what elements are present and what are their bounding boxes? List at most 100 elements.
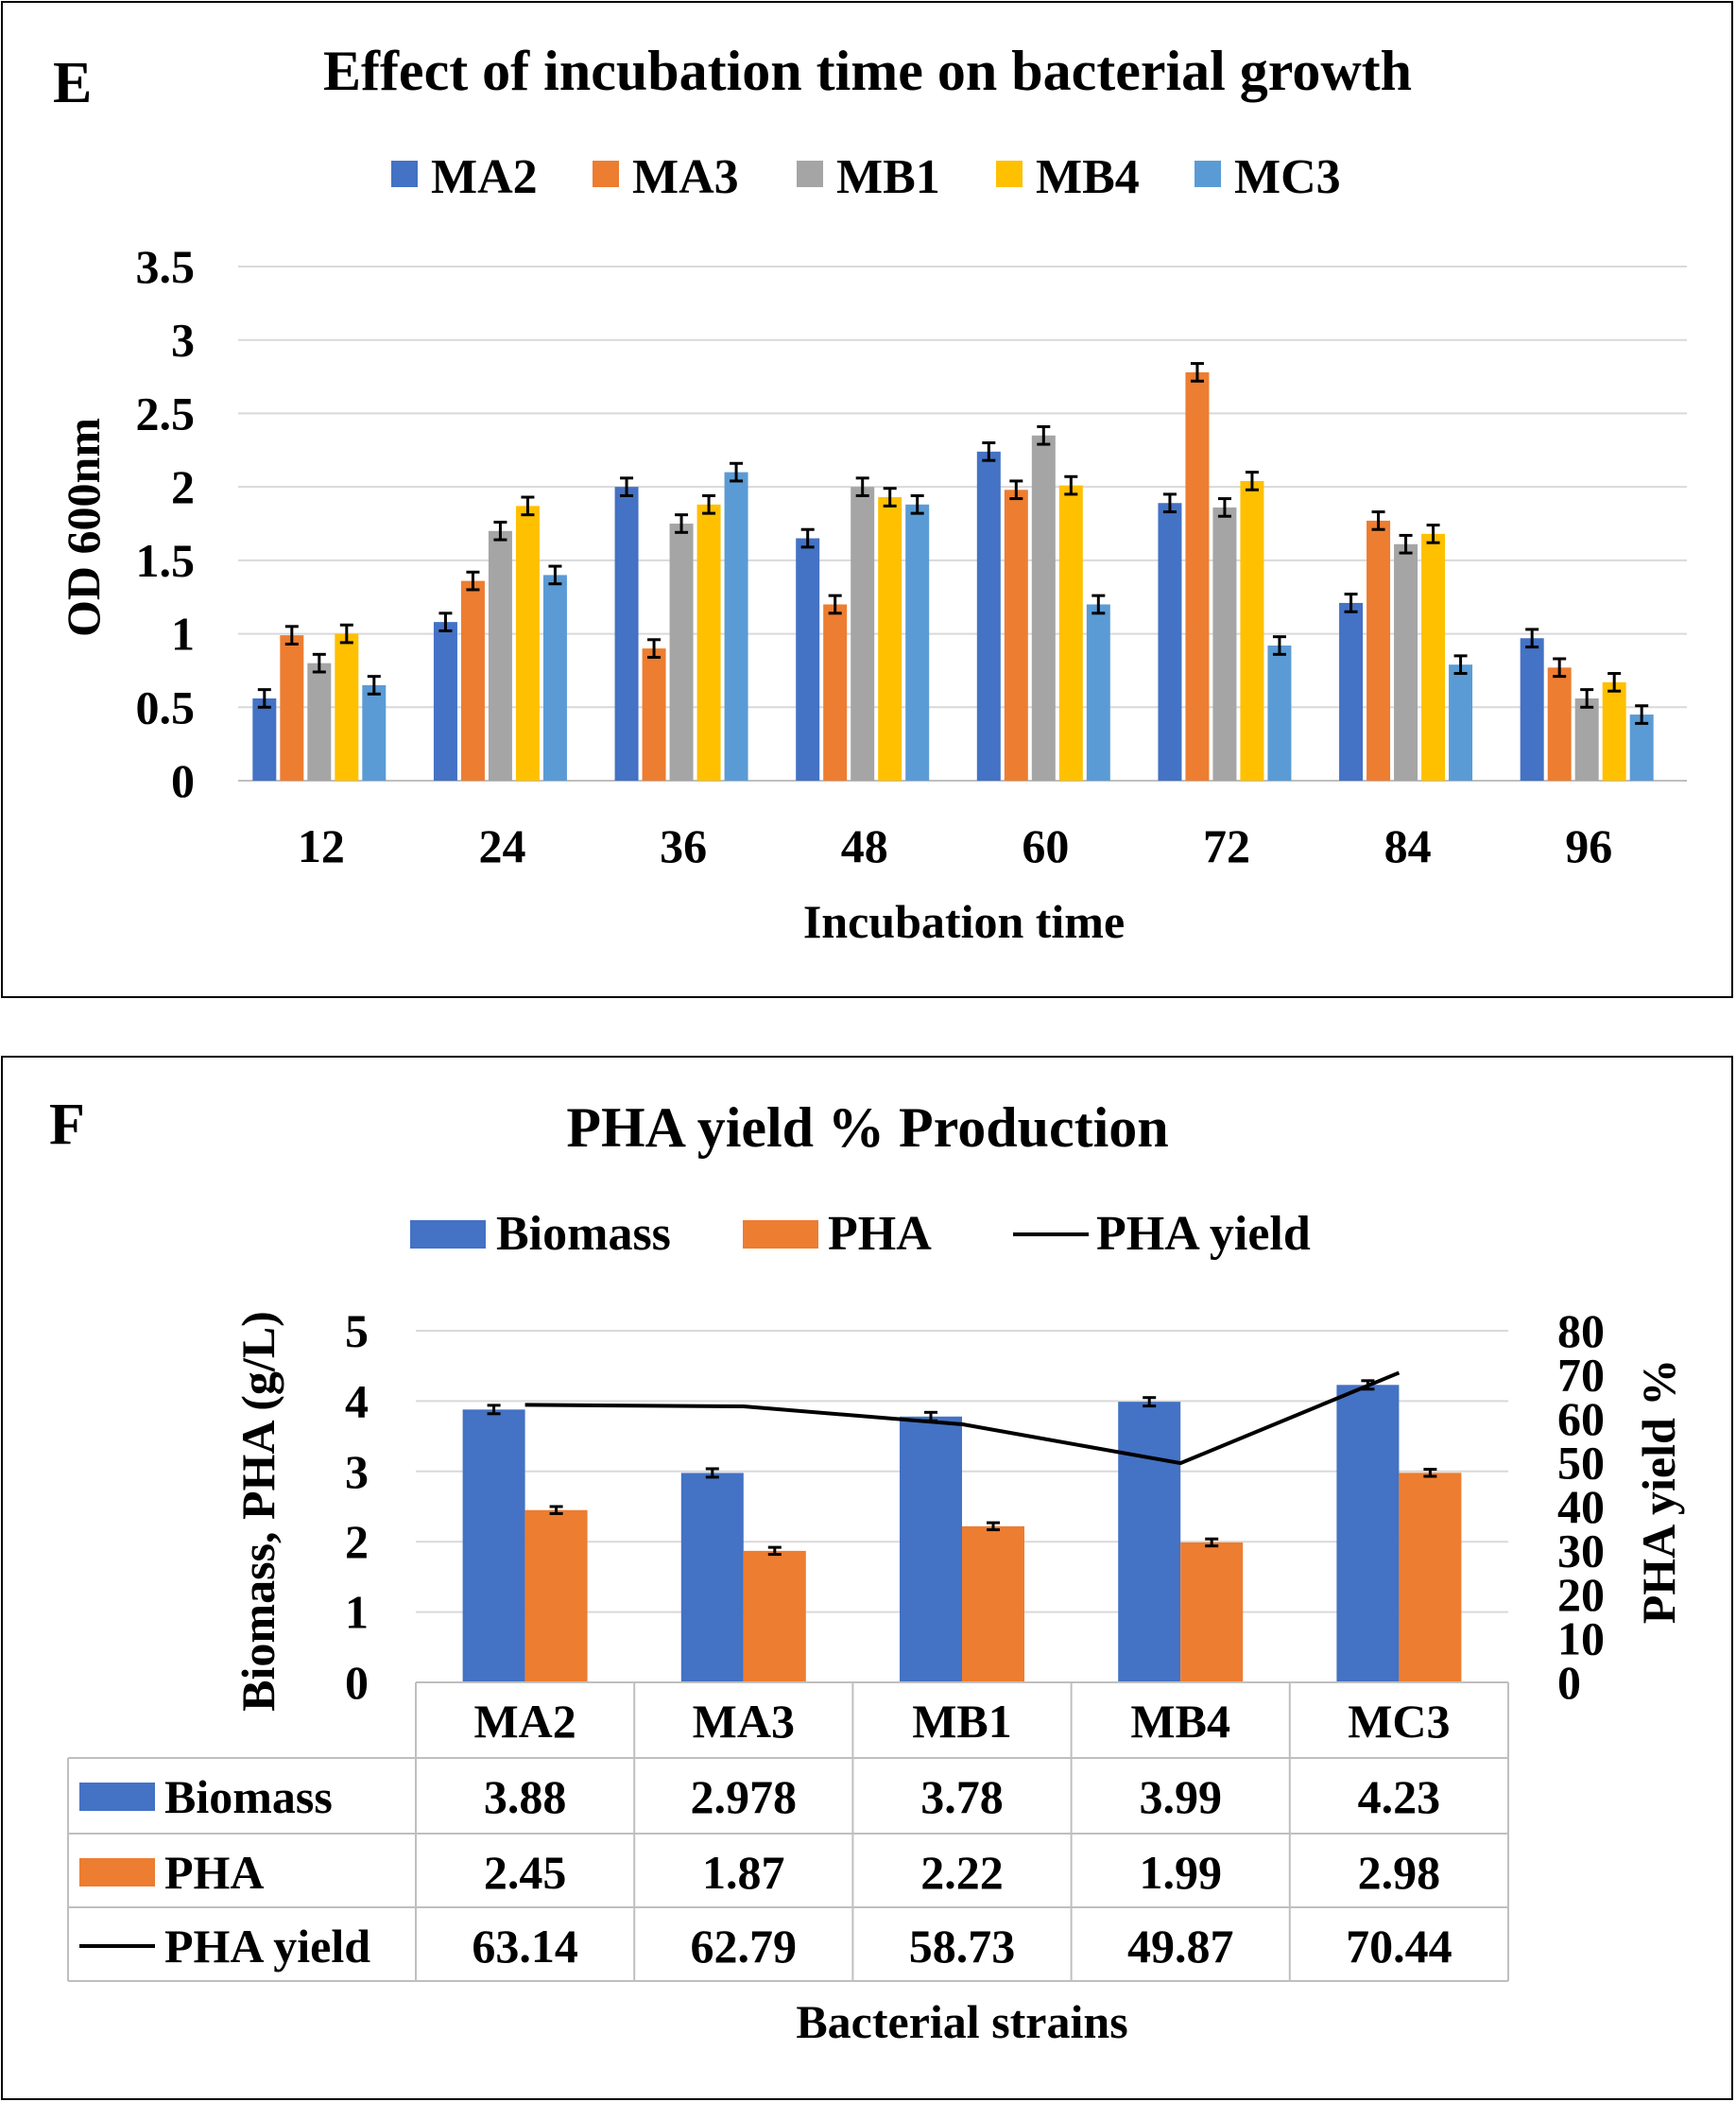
panel-f-legend-item-biomass: Biomass (410, 1207, 671, 1261)
table-legend-key (79, 1858, 155, 1887)
panel-e-error-bar (1272, 635, 1286, 656)
table-cell: 70.44 (1346, 1920, 1452, 1973)
panel-e-error-bar (1009, 479, 1023, 501)
table-cell: 49.87 (1127, 1920, 1234, 1973)
panel-f-bar-pha-ma3 (743, 1550, 806, 1682)
panel-e-error-bar (800, 527, 815, 549)
panel-e-bar-ma3-72 (1185, 371, 1210, 781)
panel-e-bar-ma3-12 (280, 635, 304, 781)
panel-f-data-table: MA2 MA3 MB1 MB4 MC3 Biomass 3.88 2.978 3.78 3.99 4… (67, 1681, 1509, 1982)
panel-e-error-bar (883, 487, 897, 508)
panel-f-bar-biomass-mc3 (1336, 1385, 1400, 1682)
panel-e-error-bar (1190, 362, 1204, 383)
panel-e-bar-ma3-60 (1004, 490, 1028, 781)
panel-e-y-tick-label: 2 (171, 460, 195, 513)
panel-e-x-tick-label: 60 (1022, 819, 1069, 872)
panel-e-x-axis-label: Incubation time (803, 895, 1125, 948)
panel-e-error-bar (284, 625, 299, 646)
panel-f-bar-biomass-mb1 (900, 1416, 962, 1682)
panel-e-y-ticks: 0 0.5 1 1.5 2 2.5 3 3.5 (136, 240, 196, 807)
legend-label: MA2 (431, 150, 538, 204)
panel-e-bar-ma2-72 (1158, 503, 1182, 781)
table-cell: 3.88 (484, 1770, 567, 1823)
panel-e-y-tick-label: 1.5 (136, 534, 196, 587)
panel-f-bar-biomass-ma3 (680, 1473, 744, 1682)
panel-e-bar-mb1-24 (488, 530, 512, 781)
panel-f-x-tick-label: MB1 (912, 1695, 1012, 1748)
legend-swatch (410, 1220, 486, 1249)
panel-e-error-bar (1635, 704, 1649, 725)
panel-f-y2-tick-label: 60 (1557, 1392, 1605, 1445)
panel-e-error-bar (730, 461, 744, 483)
panel-e-bar-mc3-96 (1629, 715, 1654, 781)
panel-e-error-bar (1245, 471, 1259, 491)
panel-e-bar-ma2-24 (433, 622, 457, 781)
panel-e-bar-mb1-12 (307, 663, 332, 781)
panel-f-y2-tick-label: 70 (1557, 1349, 1605, 1402)
panel-e-x-tick-label: 48 (841, 819, 888, 872)
table-row-biomass: Biomass 3.88 2.978 3.78 3.99 4.23 (79, 1770, 1440, 1823)
legend-label: MB1 (836, 150, 940, 204)
panel-f-x-tick-label: MA2 (473, 1695, 576, 1748)
panel-e-error-bar (620, 476, 634, 497)
panel-e-bar-mc3-36 (724, 472, 748, 781)
legend-swatch (593, 161, 619, 187)
panel-f-error-bar (549, 1505, 563, 1515)
panel-e-x-ticks: 12 24 36 48 60 72 84 96 (298, 819, 1612, 872)
panel-e-x-tick-label: 72 (1203, 819, 1250, 872)
panel-e-error-bar (339, 623, 353, 645)
panel-f-y2-tick-label: 30 (1557, 1525, 1605, 1577)
panel-e-error-bar (1344, 593, 1358, 613)
panel-e-error-bar (910, 493, 924, 515)
legend-label: PHA (828, 1207, 932, 1261)
panel-e-error-bar (438, 612, 453, 632)
panel-e-bar-mb1-48 (851, 487, 875, 781)
table-cell: 1.87 (702, 1846, 785, 1899)
panel-e-bar-mb4-36 (696, 504, 721, 781)
panel-e-error-bar (257, 688, 271, 709)
panel-e-bar-mb1-84 (1394, 543, 1418, 781)
panel-f-bar-pha-mb4 (1180, 1542, 1244, 1682)
panel-e-error-bar (1217, 497, 1231, 518)
panel-f-y-tick-label: 4 (345, 1374, 369, 1427)
legend-swatch (1195, 161, 1221, 187)
panel-e-bar-ma3-48 (823, 604, 848, 781)
panel-f-error-bar (767, 1545, 782, 1557)
panel-e-error-bar (466, 570, 480, 592)
panel-f-y-tick-label: 1 (345, 1586, 369, 1639)
panel-f-error-bar (705, 1467, 719, 1479)
panel-f-y2-tick-label: 40 (1557, 1480, 1605, 1533)
panel-e-bar-mc3-24 (542, 575, 567, 781)
panel-f-x-axis-label: Bacterial strains (796, 1995, 1127, 2048)
panel-e-legend: MA2 MA3 MB1 MB4 MC3 (391, 150, 1341, 204)
legend-label: MA3 (632, 150, 739, 204)
table-cell: 2.98 (1358, 1846, 1441, 1899)
panel-e-error-bar (1399, 533, 1413, 555)
panel-f-y-axis-label: Biomass, PHA (g/L) (232, 1311, 284, 1712)
panel-e-bar-ma3-36 (642, 648, 666, 781)
table-row-pha-yield: PHA yield 63.14 62.79 58.73 49.87 70.44 (79, 1920, 1452, 1973)
panel-f-y2-tick-label: 0 (1557, 1656, 1581, 1709)
panel-f-legend: Biomass PHA PHA yield (410, 1207, 1311, 1261)
panel-e-y-tick-label: 2.5 (136, 387, 196, 439)
panel-f-bar-biomass-mb4 (1118, 1402, 1181, 1682)
legend-label: MB4 (1036, 150, 1140, 204)
table-cell: 3.99 (1139, 1770, 1222, 1823)
panel-e-error-bar (1371, 510, 1385, 531)
panel-e-x-tick-label: 24 (478, 819, 525, 872)
panel-f-label: F (49, 1093, 85, 1157)
panel-f-legend-item-pha: PHA (743, 1207, 932, 1261)
panel-f-y-tick-label: 0 (345, 1656, 369, 1709)
panel-f-bar-pha-ma2 (524, 1509, 588, 1682)
table-cell: 4.23 (1358, 1770, 1441, 1823)
panel-e-error-bar (521, 495, 535, 517)
table-row-label: PHA yield (164, 1920, 370, 1973)
table-cell: 63.14 (472, 1920, 578, 1973)
panel-e-error-bar (702, 493, 716, 515)
panel-e-x-tick-label: 36 (660, 819, 707, 872)
panel-f-y-ticks: 0 1 2 3 4 5 (345, 1304, 369, 1709)
panel-e-error-bar (1162, 492, 1177, 514)
panel-e-error-bar (1580, 688, 1594, 709)
panel-e-bar-mb4-12 (335, 633, 359, 781)
panel-f-y2-tick-label: 10 (1557, 1612, 1605, 1665)
